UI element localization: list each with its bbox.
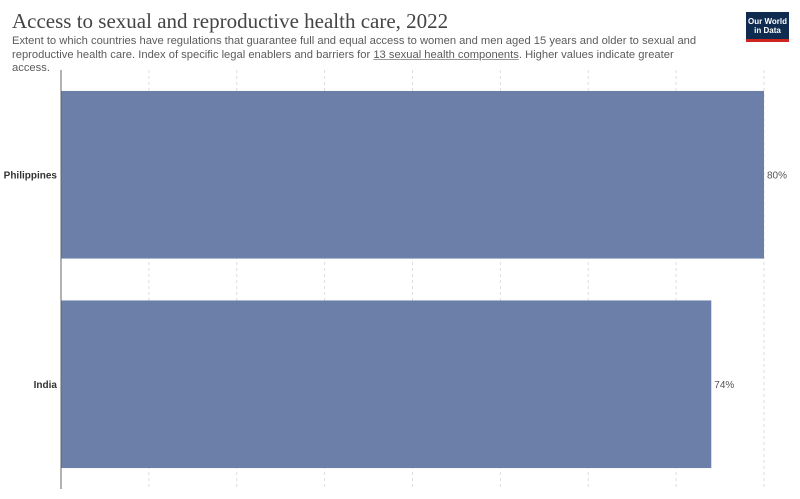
owid-logo[interactable]: Our World in Data xyxy=(746,12,789,42)
bar-philippines[interactable] xyxy=(61,90,764,259)
logo-line-2: in Data xyxy=(754,25,781,35)
subtitle-text-start: Extent to which countries have regulatio… xyxy=(12,35,697,61)
value-label: 74% xyxy=(714,380,734,391)
chart-subtitle: Extent to which countries have regulatio… xyxy=(12,35,712,76)
logo-line-1: Our World xyxy=(748,16,787,26)
chart-title: Access to sexual and reproductive health… xyxy=(12,9,449,33)
category-label: Philippines xyxy=(4,170,58,181)
value-label: 80% xyxy=(767,170,787,181)
sexual-health-components-link[interactable]: 13 sexual health components xyxy=(373,48,519,61)
category-label: India xyxy=(34,380,58,391)
subtitle-text-end: . Higher values indicate greater access. xyxy=(12,48,674,75)
bar-india[interactable] xyxy=(61,300,712,469)
